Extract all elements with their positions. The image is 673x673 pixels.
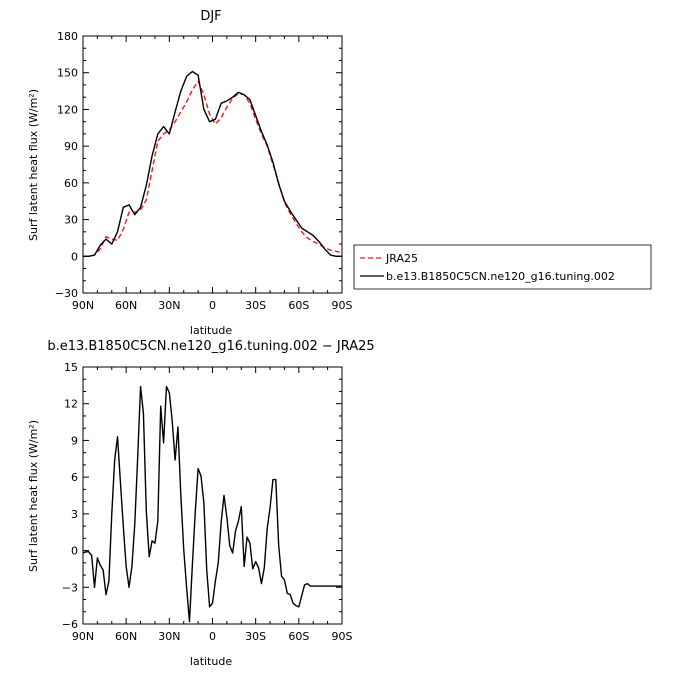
x-tick-label: 60N (115, 299, 137, 312)
x-tick-label: 0 (209, 299, 216, 312)
x-tick-label: 30S (245, 630, 266, 643)
jra25-series-line (83, 80, 343, 257)
bottom-panel: b.e13.B1850C5CN.ne120_g16.tuning.002 − J… (27, 339, 375, 668)
x-tick-label: 90S (332, 299, 353, 312)
x-tick-label: 0 (209, 630, 216, 643)
x-tick-label: 90S (332, 630, 353, 643)
top-ticks: 90N 60N 30N 0 30S 60S 90S −30 0 30 60 90 120 150 180 (55, 30, 353, 312)
x-tick-label: 60N (115, 630, 137, 643)
y-tick-label: 150 (57, 67, 78, 80)
x-tick-label: 60S (288, 299, 309, 312)
y-tick-label: 0 (71, 545, 78, 558)
x-tick-label: 60S (288, 630, 309, 643)
bottom-x-axis-label: latitude (190, 655, 232, 668)
bottom-y-axis-label: Surf latent heat flux (W/m²) (27, 420, 40, 572)
x-tick-label: 30S (245, 299, 266, 312)
x-tick-label: 90N (72, 299, 94, 312)
y-tick-label: 12 (64, 398, 78, 411)
legend-label-jra25: JRA25 (385, 252, 418, 265)
x-tick-label: 30N (158, 299, 180, 312)
b-e13-b1850c5cn-ne120-g16-tuning-002-series-line (83, 70, 342, 257)
y-tick-label: −3 (62, 581, 78, 594)
top-y-axis-label: Surf latent heat flux (W/m²) (27, 89, 40, 241)
y-tick-label: −6 (62, 618, 78, 631)
y-tick-label: 15 (64, 361, 78, 374)
top-title: DJF (200, 9, 221, 24)
y-tick-label: 30 (64, 214, 78, 227)
legend-label-model: b.e13.B1850C5CN.ne120_g16.tuning.002 (386, 270, 615, 283)
y-tick-label: 6 (71, 471, 78, 484)
legend-box (353, 244, 652, 290)
x-tick-label: 90N (72, 630, 94, 643)
top-panel: DJF 90N 60N 30N 0 30S 60S 90S −30 0 30 60 90 120 150 1… (27, 9, 652, 337)
y-tick-label: 3 (71, 508, 78, 521)
x-tick-label: 30N (158, 630, 180, 643)
y-tick-label: 60 (64, 177, 78, 190)
top-plot-frame (82, 35, 343, 294)
y-tick-label: 120 (57, 103, 78, 116)
bottom-series-lines (82, 385, 342, 623)
top-x-axis-label: latitude (190, 324, 232, 337)
y-tick-label: 0 (71, 250, 78, 263)
y-tick-label: −30 (55, 287, 78, 300)
y-tick-label: 90 (64, 140, 78, 153)
y-tick-label: 180 (57, 30, 78, 43)
legend: JRA25 b.e13.B1850C5CN.ne120_g16.tuning.0… (353, 244, 652, 290)
top-series-lines (83, 70, 343, 257)
bottom-title: b.e13.B1850C5CN.ne120_g16.tuning.002 − J… (47, 339, 374, 354)
y-tick-label: 9 (71, 434, 78, 447)
difference-series-line (82, 385, 342, 623)
bottom-ticks: 90N 60N 30N 0 30S 60S 90S −6 −3 0 3 6 9 12 15 (62, 361, 353, 643)
